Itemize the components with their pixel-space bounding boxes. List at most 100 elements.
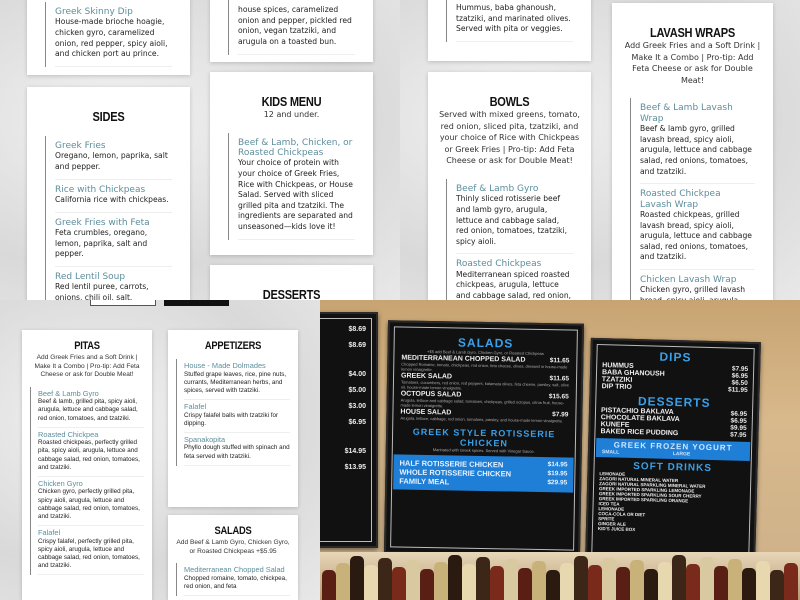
item-description: Your choice of protein with your choice … [238,158,353,232]
card-subtitle: Add Beef & Lamb Gyro, Chicken Gyro, or R… [176,539,290,555]
bottle [588,565,602,600]
item-description: house spices, caramelized onion and pepp… [238,5,352,46]
item-name: Chicken Gyro [38,478,83,488]
menu-card-appetizers: APPETIZERS House - Made Dolmades Stuffed g… [168,330,298,507]
board-price: $13.95 [344,464,366,471]
menu-item[interactable]: Beef & Lamb Gyro Thinly sliced rotisserie… [456,179,573,255]
screenshot-bottom-left: PITAS Add Greek Fries and a Soft Drink | … [0,300,320,600]
item-description: Mediterranean spiced roasted chickpeas, … [456,269,572,300]
item-list: Greek Skinny Dip House-made brioche hoagi… [45,2,172,67]
bottle [490,566,504,600]
card-subtitle: Add Greek Fries and a Soft Drink | Make … [34,354,140,379]
card-title: SIDES [92,109,125,124]
bottle [756,561,770,600]
menu-item[interactable]: Beef & Lamb, Chicken, or Roasted Chickpe… [238,133,355,240]
item-description: Red lentil puree, carrots, onions, chili… [55,282,149,300]
bottle [770,570,784,600]
menu-item[interactable]: Roasted Chickpea Roasted chickpeas, perfe… [38,428,144,477]
outline-button[interactable] [90,300,156,306]
item-name: Falafel [184,402,207,412]
menu-item[interactable]: Beef & Lamb Gyro Beef & lamb, grilled pit… [38,387,144,428]
board-price: $3.00 [348,403,366,410]
item-description: Roasted chickpeas, grilled lavash bread,… [640,209,752,262]
bottle [784,563,798,600]
bottle [336,563,350,600]
menu-item[interactable]: Chicken Lavash Wrap Chicken gyro, grilled… [640,270,755,300]
menu-item[interactable]: Falafel Crispy falafel, perfectly grilled… [38,526,144,576]
item-description: Phyllo dough stuffed with spinach and fe… [184,444,290,460]
menu-item[interactable]: Spanakopita Phyllo dough stuffed with spi… [184,433,290,466]
item-list: Beef & Lamb Lavash Wrap Beef & lamb gyro,… [630,98,755,300]
item-list: Hummus, baba ghanoush, tzatziki, and mar… [446,0,573,42]
item-name: Red Lentil Soup [55,271,126,282]
item-description: House-made brioche hoagie, chicken gyro,… [55,17,168,59]
menu-item[interactable]: Beef & Lamb Lavash Wrap Beef & lamb gyro,… [640,98,755,185]
item-name: Beef & Lamb Gyro [456,183,539,194]
menu-item[interactable]: Falafel Crispy falafel balls with tzatzik… [184,400,290,433]
bottle [616,567,630,600]
item-list: Mediterranean Chopped Salad Chopped romai… [176,563,290,596]
card-title: LAVASH WRAPS [650,25,735,40]
item-name: Roasted Chickpea Lavash Wrap [640,189,721,210]
menu-item[interactable]: Greek Fries Oregano, lemon, paprika, salt… [55,136,172,180]
bottle [728,559,742,600]
bottle [532,561,546,600]
item-list: house spices, caramelized onion and pepp… [228,0,355,55]
menu-item[interactable]: house spices, caramelized onion and pepp… [238,0,355,55]
item-name: Falafel [38,528,61,538]
item-description: Crispy falafel, perfectly grilled pita, … [38,537,140,570]
item-description: Hummus, baba ghanoush, tzatziki, and mar… [456,3,571,34]
item-description: Chicken gyro, grilled lavash bread, spic… [640,285,746,300]
item-name: Beef & Lamb, Chicken, or Roasted Chickpe… [238,137,353,158]
bottle [420,569,434,600]
menu-item[interactable]: Greek Skinny Dip House-made brioche hoagi… [55,2,172,67]
bottle [322,570,336,600]
menu-board-salads-chicken: SALADS +$5 add Beef & Lamb Gyro, Chicken… [383,320,585,557]
menu-card: Greek Skinny Dip House-made brioche hoagi… [27,0,190,75]
screenshot-top-left: Greek Skinny Dip House-made brioche hoagi… [0,0,400,300]
item-list: Beef & Lamb Gyro Thinly sliced rotisserie… [446,178,573,300]
menu-card-kids: KIDS MENU 12 and under. Beef & Lamb, Chick… [210,72,373,255]
menu-item[interactable]: Hummus, baba ghanoush, tzatziki, and mar… [456,0,573,42]
menu-item[interactable]: Greek Fries with Feta Feta crumbles, oreg… [55,213,172,267]
item-name: Roasted Chickpea [38,429,99,439]
bottle [448,555,462,600]
bottle [658,562,672,600]
item-description: California rice with chickpeas. [55,194,169,204]
item-name: Beef & Lamb Lavash Wrap [640,103,733,124]
item-description: Crispy falafel balls with tzatziki for d… [184,411,279,427]
board-price: $6.95 [348,419,366,426]
menu-item[interactable]: Mediterranean Chopped Salad Chopped romai… [184,563,290,596]
item-list: Beef & Lamb, Chicken, or Roasted Chickpe… [228,132,355,240]
board-price: $8.69 [348,326,366,333]
card-title: SALADS [214,525,252,537]
item-description: Beef & lamb gyro, grilled lavash bread, … [640,124,752,176]
bottle [560,563,574,600]
board-price: $14.95 [344,448,366,455]
menu-card-salads: SALADS Add Beef & Lamb Gyro, Chicken Gyro… [168,515,298,600]
menu-item[interactable]: Rice with Chickpeas California rice with … [55,180,172,213]
item-description: Oregano, lemon, paprika, salt and pepper… [55,151,168,171]
bottle [476,557,490,600]
menu-card-pitas: PITAS Add Greek Fries and a Soft Drink | … [22,330,152,600]
item-list: House - Made Dolmades Stuffed grape leave… [176,359,290,466]
bottle [364,565,378,600]
bottle [700,557,714,600]
card-title: PITAS [74,340,100,352]
item-name: Chicken Lavash Wrap [640,275,737,285]
bottle [518,568,532,600]
menu-item[interactable]: House - Made Dolmades Stuffed grape leave… [184,359,290,401]
menu-card: Hummus, baba ghanoush, tzatziki, and mar… [428,0,591,61]
item-list: Beef & Lamb Gyro Beef & lamb, grilled pit… [30,386,144,576]
menu-item[interactable]: Chicken Gyro Chicken gyro, perfectly gril… [38,477,144,527]
bottle [714,566,728,600]
bottle [504,559,518,600]
menu-card-lavash-wraps: LAVASH WRAPS Add Greek Fries and a Soft D… [612,3,773,300]
screenshot-top-right: Hummus, baba ghanoush, tzatziki, and mar… [400,0,800,300]
menu-item[interactable]: Red Lentil Soup Red lentil puree, carrots… [55,267,172,300]
menu-item[interactable]: Roasted Chickpeas Mediterranean spiced ro… [456,254,573,300]
menu-item[interactable]: Roasted Chickpea Lavash Wrap Roasted chic… [640,184,755,270]
dark-button[interactable] [164,300,229,306]
item-name: Beef & Lamb Gyro [38,388,99,398]
card-subtitle: Add Greek Fries and a Soft Drink | Make … [624,41,761,85]
